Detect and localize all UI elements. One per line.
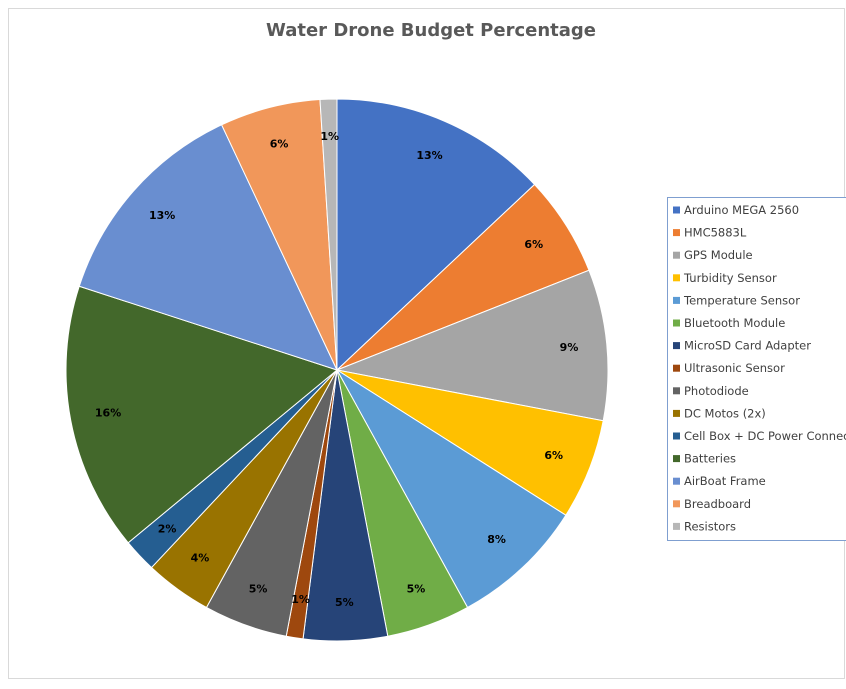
data-label: 4% [191, 552, 210, 565]
data-label: 5% [249, 582, 268, 595]
legend-swatch [673, 387, 680, 395]
data-label: 13% [416, 149, 442, 162]
data-label: 5% [407, 582, 426, 595]
pie-slice [65, 285, 339, 544]
legend-swatch [673, 500, 680, 508]
legend-label: HMC5883L [684, 226, 747, 240]
pie-slice [335, 269, 609, 422]
legend-swatch [673, 319, 680, 327]
data-label: 16% [95, 407, 121, 420]
data-label: 2% [158, 523, 177, 536]
pie-slice [336, 98, 536, 372]
legend: Arduino MEGA 2560 HMC5883L GPS Module Turbi… [673, 203, 846, 533]
legend-swatch [673, 409, 680, 417]
legend-label: DC Motos (2x) [684, 406, 766, 420]
legend-label: Turbidity Sensor [683, 271, 777, 285]
legend-label: Ultrasonic Sensor [684, 361, 785, 375]
pie-slice [336, 369, 567, 609]
legend-swatch [673, 296, 680, 304]
data-label: 1% [320, 130, 339, 143]
legend-swatch [673, 206, 680, 214]
legend-label: Cell Box + DC Power Connector [684, 429, 846, 443]
chart-title: Water Drone Budget Percentage [266, 20, 596, 41]
legend-swatch [673, 251, 680, 259]
pie-slice [319, 98, 338, 371]
legend-label: Photodiode [684, 384, 749, 398]
legend-label: Temperature Sensor [683, 293, 800, 307]
data-label: 1% [291, 593, 310, 606]
pie [65, 98, 609, 642]
legend-swatch [673, 477, 680, 485]
legend-label: GPS Module [684, 248, 753, 262]
data-label: 6% [524, 238, 543, 251]
data-label: 6% [544, 449, 563, 462]
legend-label: Resistors [684, 519, 736, 533]
pie-slice [78, 124, 338, 371]
legend-swatch [673, 364, 680, 372]
legend-label: MicroSD Card Adapter [684, 339, 811, 353]
legend-swatch [673, 432, 680, 440]
legend-swatch [673, 229, 680, 237]
legend-label: Bluetooth Module [684, 316, 785, 330]
legend-label: Batteries [684, 452, 736, 466]
legend-label: AirBoat Frame [684, 474, 766, 488]
legend-label: Breadboard [684, 497, 751, 511]
data-labels: 13% 6% 9% 6% 8% 5% 5% 1% 5% 4% 2% 16% 13% 6% 1% [95, 130, 578, 609]
data-label: 6% [270, 137, 289, 150]
data-label: 8% [487, 533, 506, 546]
data-label: 5% [335, 596, 354, 609]
legend-swatch [673, 522, 680, 530]
legend-box [667, 197, 846, 541]
legend-swatch [673, 342, 680, 350]
data-label: 9% [560, 341, 579, 354]
data-label: 13% [149, 209, 175, 222]
legend-swatch [673, 274, 680, 282]
legend-swatch [673, 455, 680, 463]
legend-label: Arduino MEGA 2560 [684, 203, 799, 217]
